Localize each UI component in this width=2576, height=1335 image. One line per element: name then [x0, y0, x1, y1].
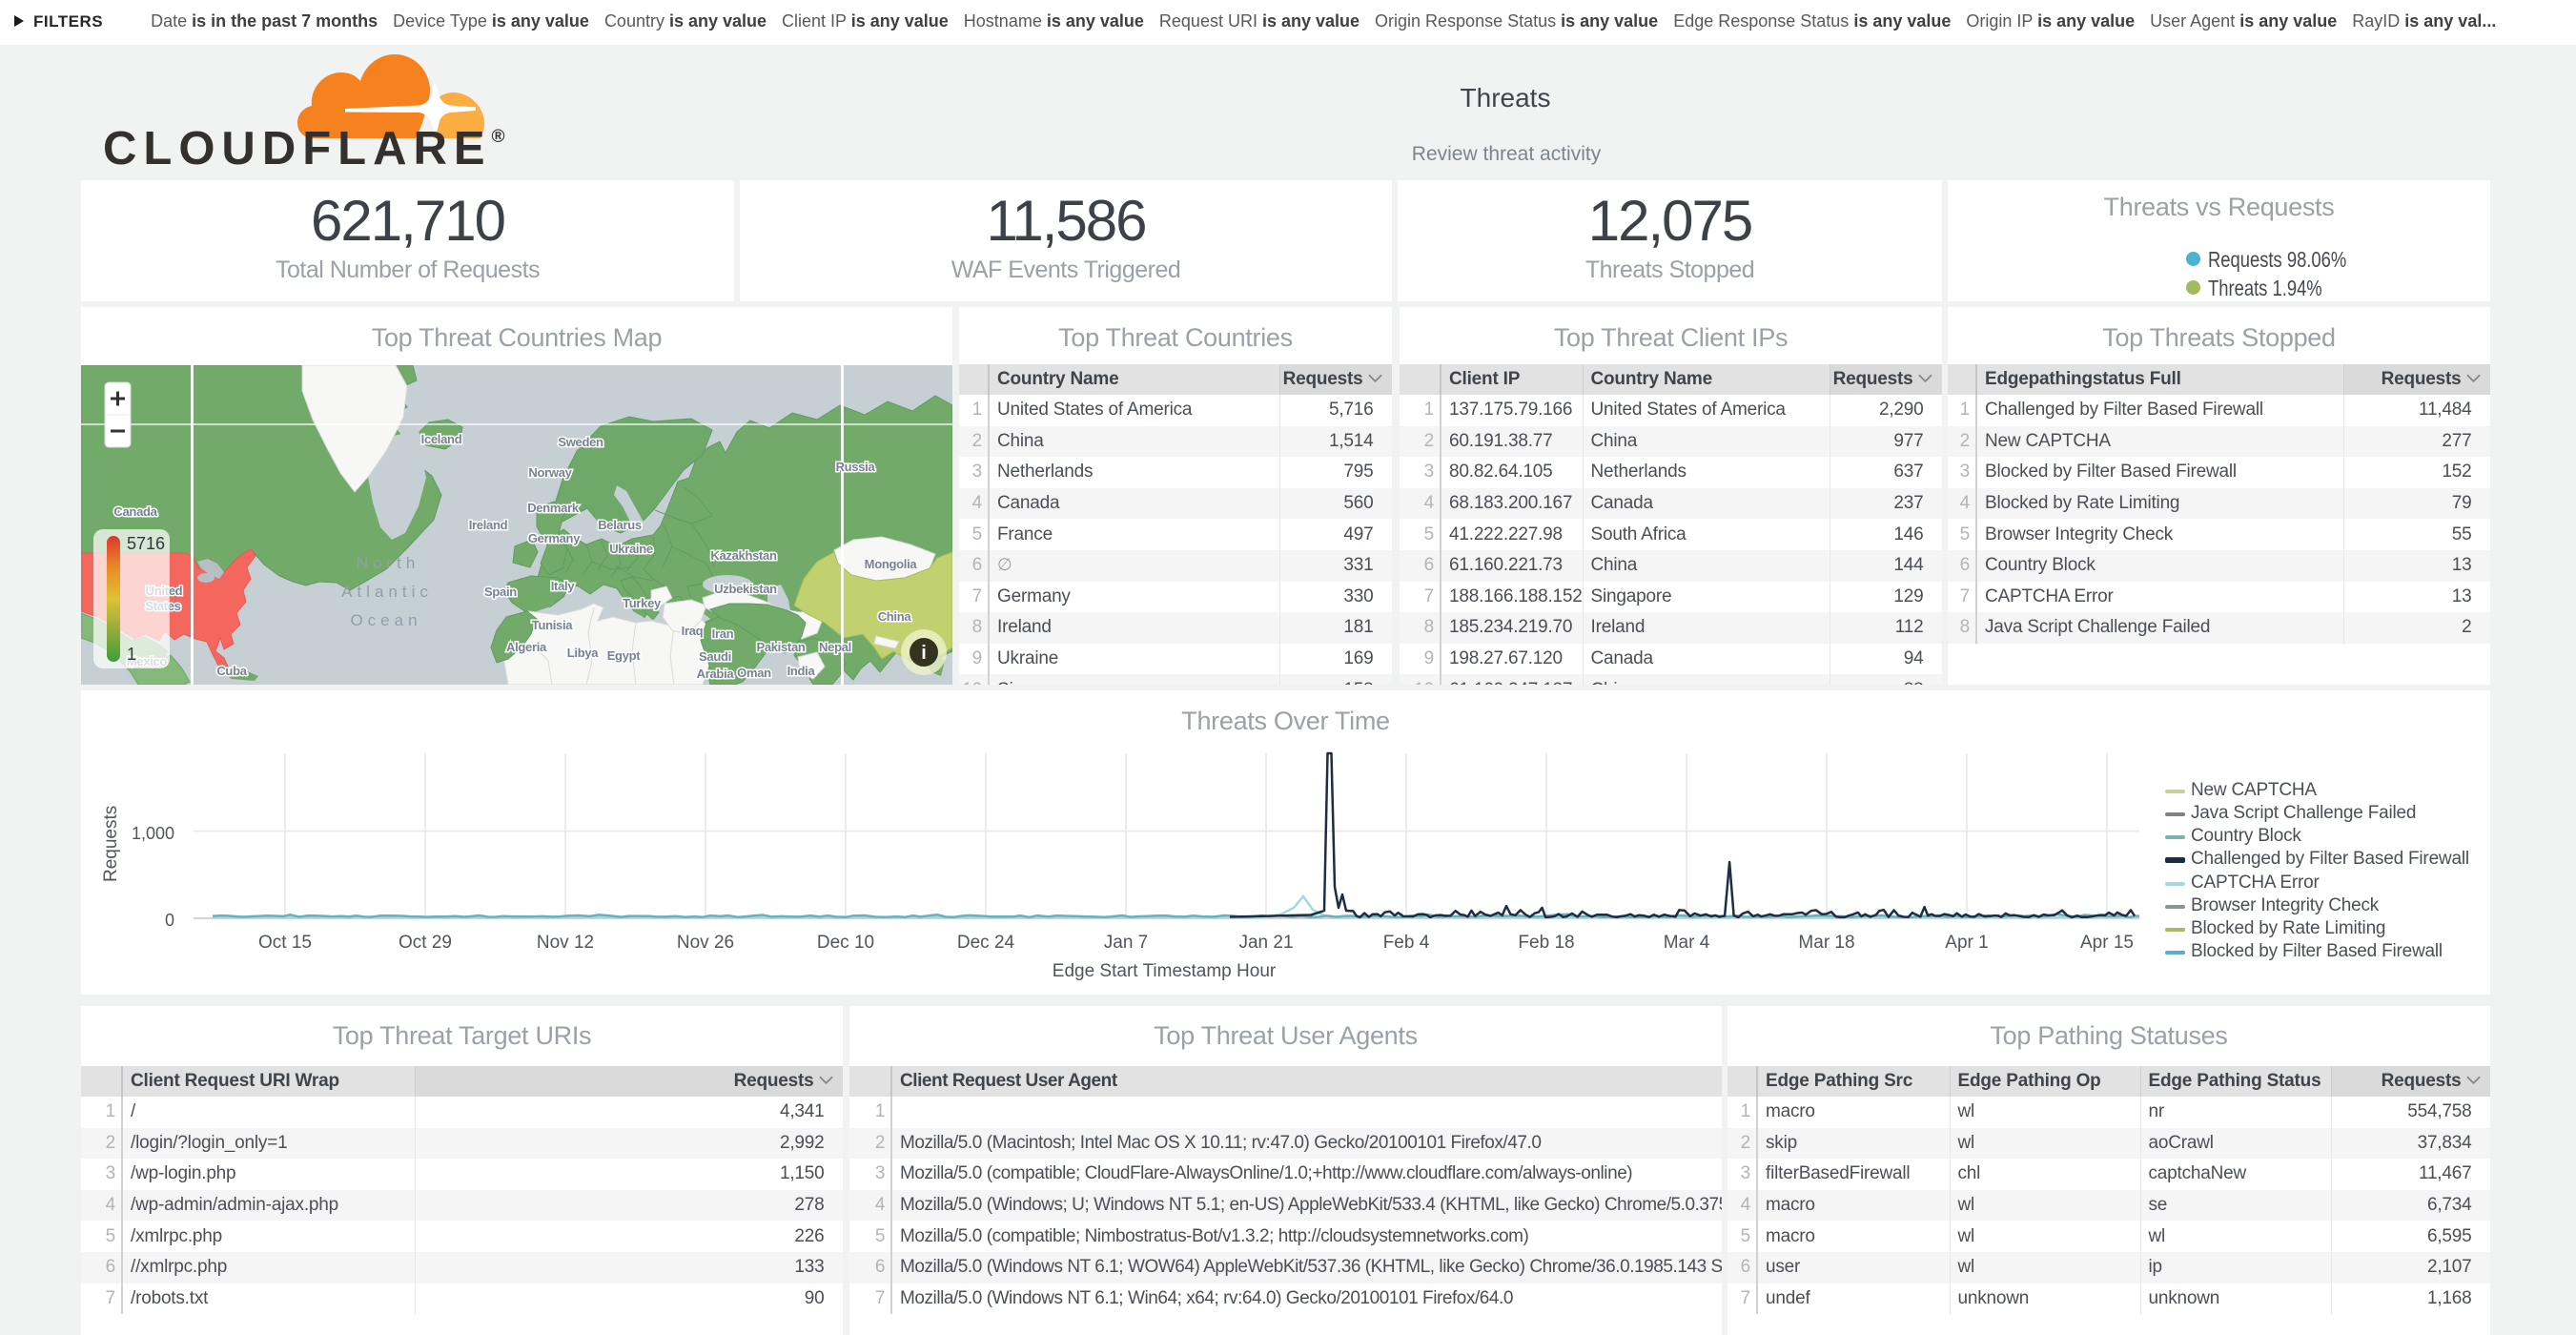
- svg-text:Arabia: Arabia: [697, 667, 735, 681]
- svg-text:Egypt: Egypt: [607, 648, 642, 663]
- svg-text:Iraq: Iraq: [682, 624, 704, 638]
- svg-text:Ukraine: Ukraine: [609, 542, 653, 556]
- svg-text:Canada: Canada: [113, 504, 157, 519]
- svg-text:Tunisia: Tunisia: [532, 618, 574, 632]
- svg-text:1: 1: [127, 645, 136, 664]
- svg-text:Atlantic: Atlantic: [341, 583, 433, 601]
- svg-text:Mongolia: Mongolia: [865, 557, 918, 571]
- svg-text:India: India: [787, 664, 816, 678]
- svg-text:North: North: [357, 554, 420, 572]
- svg-text:Uzbekistan: Uzbekistan: [714, 582, 777, 596]
- svg-text:Italy: Italy: [551, 579, 576, 593]
- svg-text:5716: 5716: [127, 534, 165, 553]
- svg-text:Libya: Libya: [567, 646, 600, 660]
- svg-text:Iceland: Iceland: [421, 432, 462, 446]
- svg-text:Saudi: Saudi: [699, 649, 731, 664]
- svg-text:Denmark: Denmark: [527, 501, 580, 515]
- svg-text:Norway: Norway: [528, 465, 572, 480]
- svg-text:Pakistan: Pakistan: [756, 640, 805, 654]
- svg-text:Algeria: Algeria: [506, 640, 547, 654]
- svg-text:Cuba: Cuba: [216, 664, 247, 678]
- svg-text:Oman: Oman: [737, 666, 771, 680]
- svg-text:Russia: Russia: [836, 460, 876, 474]
- svg-text:Germany: Germany: [528, 531, 581, 545]
- svg-text:Turkey: Turkey: [623, 596, 662, 610]
- svg-text:China: China: [878, 609, 912, 624]
- svg-text:Nepal: Nepal: [819, 640, 851, 654]
- svg-text:Ocean: Ocean: [350, 611, 421, 629]
- svg-text:Kazakhstan: Kazakhstan: [710, 548, 777, 563]
- svg-text:Ireland: Ireland: [469, 518, 508, 532]
- svg-text:Spain: Spain: [484, 585, 517, 599]
- svg-text:Iran: Iran: [712, 626, 734, 641]
- svg-text:Sweden: Sweden: [558, 435, 603, 449]
- svg-text:Belarus: Belarus: [598, 518, 642, 532]
- svg-text:i: i: [921, 643, 927, 664]
